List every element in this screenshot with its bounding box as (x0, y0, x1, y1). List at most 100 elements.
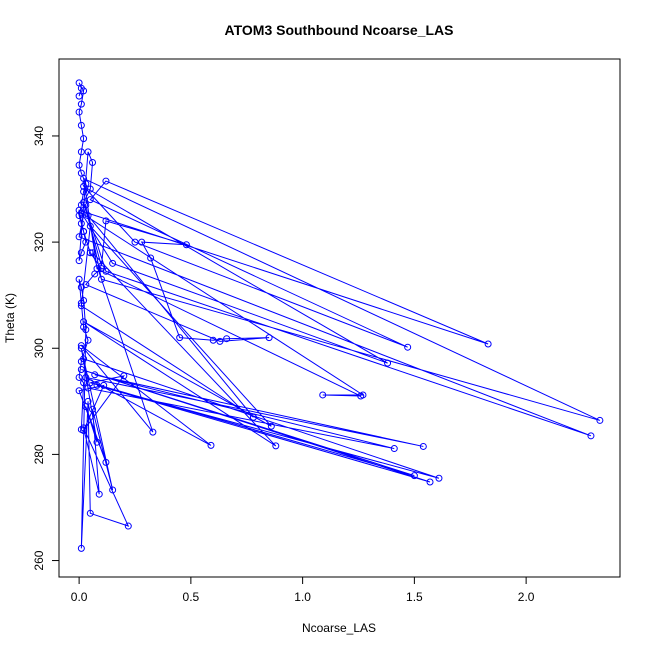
data-point (75, 161, 83, 169)
data-point (82, 201, 90, 209)
data-point (77, 342, 85, 350)
data-point (77, 358, 85, 366)
data-point (484, 340, 492, 348)
data-point (77, 100, 85, 108)
data-point (223, 335, 231, 343)
data-point (267, 422, 275, 430)
data-point (77, 249, 85, 257)
y-tick-label: 280 (32, 444, 46, 464)
data-point (272, 442, 280, 450)
data-point (102, 458, 110, 466)
data-point (89, 249, 97, 257)
data-point (404, 343, 412, 351)
y-tick-label: 320 (32, 232, 46, 252)
data-point (77, 220, 85, 228)
data-point (109, 486, 117, 494)
data-point (93, 438, 101, 446)
data-point (86, 249, 94, 257)
data-point (77, 148, 85, 156)
data-point (89, 158, 97, 166)
data-point (147, 254, 155, 262)
data-point (138, 238, 146, 246)
x-tick-label: 2.0 (518, 590, 535, 604)
data-point (124, 522, 132, 530)
data-point (265, 334, 273, 342)
data-point (95, 490, 103, 498)
data-point (84, 397, 92, 405)
data-point (80, 379, 88, 387)
data-point (596, 416, 604, 424)
data-point (80, 135, 88, 143)
data-point (77, 365, 85, 373)
data-point (410, 472, 418, 480)
data-point (93, 265, 101, 273)
data-point (75, 387, 83, 395)
data-point (84, 148, 92, 156)
data-point (182, 241, 190, 249)
data-point (75, 233, 83, 241)
plot-frame (58, 58, 621, 578)
data-point (102, 267, 110, 275)
chart-title: ATOM3 Southbound Ncoarse_LAS (225, 22, 454, 38)
x-tick-label: 1.0 (294, 590, 311, 604)
data-point (435, 474, 443, 482)
data-point (75, 79, 83, 87)
data-point (82, 238, 90, 246)
data-point (80, 188, 88, 196)
data-point (75, 373, 83, 381)
data-point (419, 442, 427, 450)
series-line (78, 82, 601, 549)
x-tick-label: 0.5 (183, 590, 200, 604)
data-point (84, 212, 92, 220)
data-point (149, 428, 157, 436)
data-point (77, 299, 85, 307)
plot-area (75, 79, 604, 552)
y-axis: 260 280 300 320 340 (32, 126, 59, 571)
data-point (80, 87, 88, 95)
data-point (75, 257, 83, 265)
data-point (77, 121, 85, 129)
data-point (86, 196, 94, 204)
y-tick-label: 340 (32, 126, 46, 146)
data-point (97, 275, 105, 283)
data-point (93, 381, 101, 389)
x-axis-label: Ncoarse_LAS (302, 621, 376, 635)
data-point (86, 509, 94, 517)
data-point (77, 209, 85, 217)
data-point (75, 92, 83, 100)
data-point (84, 336, 92, 344)
x-axis: 0.0 0.5 1.0 1.5 2.0 (71, 577, 535, 604)
x-tick-label: 1.5 (406, 590, 423, 604)
data-point (77, 544, 85, 552)
data-point (176, 334, 184, 342)
data-point (109, 259, 117, 267)
data-point (86, 222, 94, 230)
data-point (75, 275, 83, 283)
data-point (77, 425, 85, 433)
data-point (80, 323, 88, 331)
data-point (80, 182, 88, 190)
data-point (100, 381, 108, 389)
data-point (131, 238, 139, 246)
data-point (91, 371, 99, 379)
data-point (209, 336, 217, 344)
y-tick-label: 300 (32, 338, 46, 358)
data-point (80, 227, 88, 235)
data-point (587, 432, 595, 440)
data-point (77, 283, 85, 291)
data-point (80, 174, 88, 182)
data-point (390, 445, 398, 453)
data-point (384, 359, 392, 367)
data-point (102, 217, 110, 225)
data-point (102, 177, 110, 185)
data-point (216, 337, 224, 345)
data-point (357, 392, 365, 400)
y-tick-label: 260 (32, 550, 46, 570)
data-point (80, 318, 88, 326)
data-point (77, 344, 85, 352)
data-point (86, 185, 94, 193)
data-point (249, 413, 257, 421)
y-axis-label: Theta (K) (3, 293, 17, 343)
data-point (75, 108, 83, 116)
